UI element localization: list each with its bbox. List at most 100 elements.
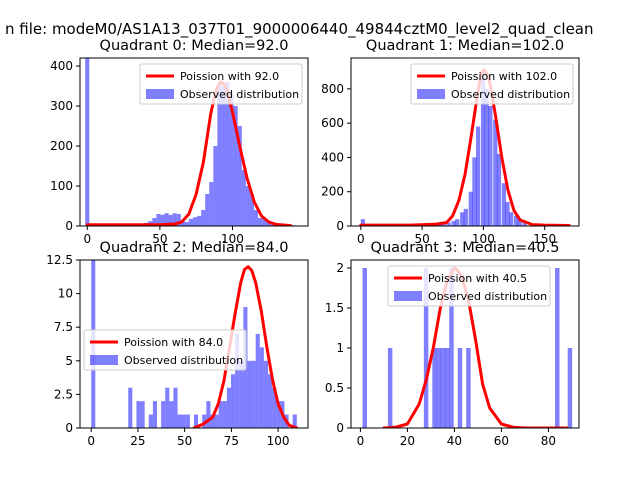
histogram-bar — [496, 154, 502, 226]
histogram-bar — [152, 401, 157, 428]
y-tick-label: 0.5 — [325, 381, 344, 395]
legend-hist-label: Observed distribution — [428, 290, 547, 303]
histogram-bar — [463, 208, 468, 226]
histogram-bar — [165, 387, 170, 428]
y-tick-label: 1.5 — [325, 301, 344, 315]
x-tick-label: 40 — [447, 434, 462, 448]
histogram-bar — [517, 219, 522, 226]
histogram-bar — [160, 214, 165, 226]
histogram-bar — [226, 387, 232, 428]
histogram-bar — [201, 210, 206, 226]
y-tick-label: 7.5 — [54, 320, 73, 334]
histogram-bar — [194, 414, 199, 428]
y-tick-label: 2.5 — [54, 387, 73, 401]
quadrant-1-frame — [350, 57, 580, 227]
histogram-bar — [272, 387, 277, 428]
quadrant-2-title: Quadrant 2: Median=84.0 — [100, 240, 289, 256]
histogram-bar — [253, 210, 259, 226]
x-tick-label: 20 — [400, 434, 415, 448]
histogram-bar — [173, 387, 178, 428]
legend-box — [83, 329, 247, 371]
y-tick-label: 5 — [65, 354, 73, 368]
x-tick-label: 50 — [152, 232, 167, 246]
histogram-bar — [156, 214, 161, 226]
histogram-bar — [152, 218, 157, 226]
quadrant-0-title: Quadrant 0: Median=92.0 — [100, 38, 289, 54]
histogram-bar — [387, 348, 393, 428]
quadrant-3-legend: Poission with 40.5 Observed distribution — [387, 265, 551, 307]
histogram-bar — [451, 220, 456, 226]
x-tick-label: 60 — [494, 434, 509, 448]
legend-bar-swatch — [394, 291, 422, 301]
histogram-bar — [185, 414, 190, 428]
histogram-bar — [188, 218, 193, 226]
histogram-bar — [249, 194, 254, 226]
quadrant-0-frame — [79, 57, 309, 227]
histogram-bar — [466, 348, 471, 428]
histogram-bar — [202, 414, 207, 428]
quadrant-0-axes: Quadrant 0: Median=92.0 0 50 100 0 100 200 300 4… — [50, 38, 309, 246]
histogram-bar — [245, 186, 250, 226]
quadrant-0-legend: Poission with 92.0 Observed distribution — [139, 63, 303, 105]
quadrant-3-title: Quadrant 3: Median=40.5 — [371, 240, 560, 256]
histogram-bar — [148, 414, 153, 428]
histogram-bar — [276, 401, 281, 428]
legend-hist-label: Observed distribution — [451, 88, 570, 101]
histogram-bar — [445, 348, 450, 428]
histogram-bar — [169, 401, 174, 428]
legend-fit-label: Poission with 84.0 — [124, 336, 223, 349]
legend-box — [410, 63, 574, 105]
y-tick-label: 0 — [336, 219, 344, 233]
histogram-bar — [423, 268, 429, 428]
histogram-bar — [455, 219, 460, 226]
histogram-bar — [484, 88, 489, 226]
legend-box — [387, 265, 551, 307]
histogram-bar — [251, 360, 256, 428]
x-tick-label: 80 — [541, 434, 556, 448]
histogram-bar — [480, 71, 486, 226]
histogram-bar — [472, 157, 477, 226]
histogram-bar — [432, 348, 437, 428]
subplot-grid: Quadrant 0: Median=92.00 50 10001002003004… — [46, 38, 580, 448]
y-tick-label: 0 — [65, 219, 73, 233]
y-tick-label: 400 — [50, 59, 73, 73]
histogram-bar — [457, 348, 463, 428]
histogram-bar — [229, 94, 234, 226]
y-tick-label: 100 — [50, 179, 73, 193]
histogram-bar — [268, 374, 273, 428]
histogram-bar — [362, 268, 367, 428]
histogram-bar — [501, 183, 506, 226]
histogram-bar — [172, 213, 177, 226]
histogram-bar — [197, 216, 202, 226]
histogram-bar — [292, 414, 297, 428]
y-tick-label: 200 — [50, 139, 73, 153]
x-tick-label: 0 — [83, 232, 91, 246]
histogram-bar — [210, 414, 215, 428]
x-tick-label: 25 — [130, 434, 145, 448]
quadrant-1-legend: Poission with 102.0 Observed distribution — [410, 63, 574, 105]
histogram-bar — [221, 86, 226, 226]
histogram-bar — [555, 268, 560, 428]
histogram-bar — [449, 268, 454, 428]
histogram-bar — [460, 212, 465, 226]
x-tick-label: 0 — [357, 434, 365, 448]
legend-fit-label: Poission with 40.5 — [428, 272, 527, 285]
x-tick-label: 50 — [177, 434, 192, 448]
histogram-bar — [205, 194, 210, 226]
quadrant-3-axes: Quadrant 3: Median=40.5 0 20 40 60 80 0 0.5 1 1.5… — [325, 240, 580, 448]
histogram-bar — [128, 387, 133, 428]
histogram-bar — [217, 82, 222, 226]
x-tick-label: 0 — [357, 232, 365, 246]
legend-hist-label: Observed distribution — [180, 88, 299, 101]
histogram-bar — [468, 191, 473, 226]
histogram-bar — [209, 182, 214, 226]
y-tick-label: 600 — [321, 116, 344, 130]
histogram-bar — [514, 215, 519, 226]
legend-box — [139, 63, 303, 105]
quadrant-3-frame — [350, 259, 580, 429]
poisson-fit-line — [192, 265, 299, 428]
histogram-bar — [206, 401, 211, 428]
quadrant-2-axes: Quadrant 2: Median=84.0 0 25 50 75 100 0 2.5 5 7.… — [46, 240, 309, 448]
histogram-bar — [476, 126, 481, 226]
